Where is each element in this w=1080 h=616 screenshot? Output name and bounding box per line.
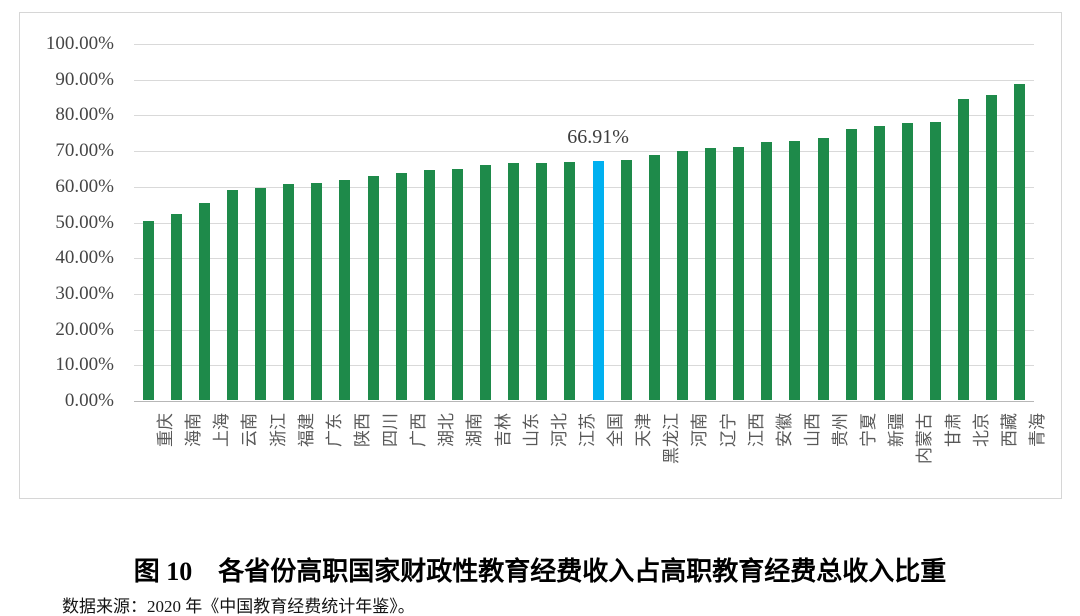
bar-上海: [198, 202, 210, 400]
gridline: [134, 186, 1034, 188]
bar-四川: [367, 175, 379, 400]
bar-北京: [958, 99, 970, 400]
x-tick-label-湖北: 湖北: [437, 413, 457, 447]
y-tick-label: 10.00%: [55, 354, 114, 376]
x-tick-label-山西: 山西: [802, 413, 822, 447]
bar-陕西: [339, 179, 351, 400]
bar-浙江: [255, 187, 267, 400]
gridline: [134, 115, 1034, 117]
y-tick-label: 70.00%: [55, 140, 114, 162]
x-tick-label-河南: 河南: [690, 413, 710, 447]
figure-data-source: 数据来源：2020 年《中国教育经费统计年鉴》。: [62, 597, 415, 616]
bar-甘肃: [930, 121, 942, 400]
national-value-data-label: 66.91%: [567, 126, 629, 149]
gridline: [134, 329, 1034, 331]
x-tick-label-江西: 江西: [746, 413, 766, 447]
x-tick-label-全国: 全国: [606, 413, 626, 447]
x-tick-label-甘肃: 甘肃: [943, 413, 963, 447]
y-tick-label: 90.00%: [55, 68, 114, 90]
y-tick-label: 80.00%: [55, 104, 114, 126]
x-tick-label-河北: 河北: [549, 413, 569, 447]
bar-安徽: [761, 142, 773, 400]
x-tick-label-天津: 天津: [634, 413, 654, 447]
x-tick-label-湖南: 湖南: [465, 413, 485, 447]
bar-河南: [676, 151, 688, 400]
gridline: [134, 151, 1034, 153]
x-tick-label-黑龙江: 黑龙江: [662, 413, 682, 464]
x-tick-label-四川: 四川: [381, 413, 401, 447]
bar-内蒙古: [901, 123, 913, 400]
bar-山东: [508, 163, 520, 400]
gridline: [134, 293, 1034, 295]
x-tick-label-北京: 北京: [971, 413, 991, 447]
bar-贵州: [817, 137, 829, 400]
bar-天津: [620, 160, 632, 400]
bar-江苏: [564, 161, 576, 400]
y-tick-label: 30.00%: [55, 282, 114, 304]
bar-黑龙江: [648, 155, 660, 400]
x-tick-label-重庆: 重庆: [156, 413, 176, 447]
x-tick-label-西藏: 西藏: [999, 413, 1019, 447]
bar-江西: [733, 146, 745, 400]
bar-吉林: [480, 165, 492, 400]
x-tick-label-海南: 海南: [184, 413, 204, 447]
bar-重庆: [142, 221, 154, 400]
bar-河北: [536, 162, 548, 400]
bar-广西: [395, 172, 407, 400]
bar-湖北: [423, 169, 435, 400]
y-tick-label: 0.00%: [64, 390, 114, 411]
bar-青海: [1014, 84, 1026, 400]
y-tick-label: 60.00%: [55, 175, 114, 197]
x-tick-label-内蒙古: 内蒙古: [915, 413, 935, 464]
gridline: [134, 222, 1034, 224]
x-tick-label-吉林: 吉林: [493, 413, 513, 447]
x-tick-label-云南: 云南: [240, 413, 260, 447]
bar-福建: [283, 184, 295, 400]
x-tick-label-上海: 上海: [212, 413, 232, 447]
bar-西藏: [986, 95, 998, 400]
gridline: [134, 44, 1034, 45]
x-tick-label-浙江: 浙江: [268, 413, 288, 447]
x-tick-label-安徽: 安徽: [774, 413, 794, 447]
x-tick-label-福建: 福建: [296, 413, 316, 447]
gridline: [134, 365, 1034, 367]
x-tick-label-青海: 青海: [1027, 413, 1047, 447]
bar-云南: [226, 190, 238, 400]
x-tick-label-陕西: 陕西: [352, 413, 372, 447]
plot-area: 0.00% 10.00% 20.00% 30.00% 40.00% 50.00% 60.00…: [46, 33, 1047, 464]
y-tick-label: 20.00%: [55, 318, 114, 340]
bar-海南: [170, 213, 182, 400]
x-tick-label-新疆: 新疆: [887, 413, 907, 447]
y-tick-label: 50.00%: [55, 211, 114, 233]
x-tick-label-广西: 广西: [409, 413, 429, 447]
bar-chart: 0.00% 10.00% 20.00% 30.00% 40.00% 50.00% 60.00…: [19, 12, 1062, 499]
x-tick-label-山东: 山东: [521, 413, 541, 447]
gridline: [134, 79, 1034, 81]
bar-全国: [592, 161, 604, 400]
y-tick-label: 100.00%: [45, 33, 114, 54]
bar-辽宁: [705, 147, 717, 400]
bar-广东: [311, 182, 323, 400]
x-axis-line: [134, 401, 1034, 402]
x-tick-label-广东: 广东: [324, 413, 344, 447]
x-tick-label-贵州: 贵州: [831, 413, 851, 447]
figure-caption-title: 图 10 各省份高职国家财政性教育经费收入占高职教育经费总收入比重: [133, 557, 947, 586]
bar-湖南: [451, 168, 463, 400]
bar-新疆: [873, 125, 885, 400]
bar-山西: [789, 141, 801, 400]
gridline: [134, 258, 1034, 260]
x-tick-label-辽宁: 辽宁: [718, 413, 738, 447]
y-tick-label: 40.00%: [55, 247, 114, 269]
x-tick-label-江苏: 江苏: [577, 413, 597, 447]
x-tick-label-宁夏: 宁夏: [859, 413, 879, 447]
bar-宁夏: [845, 129, 857, 400]
